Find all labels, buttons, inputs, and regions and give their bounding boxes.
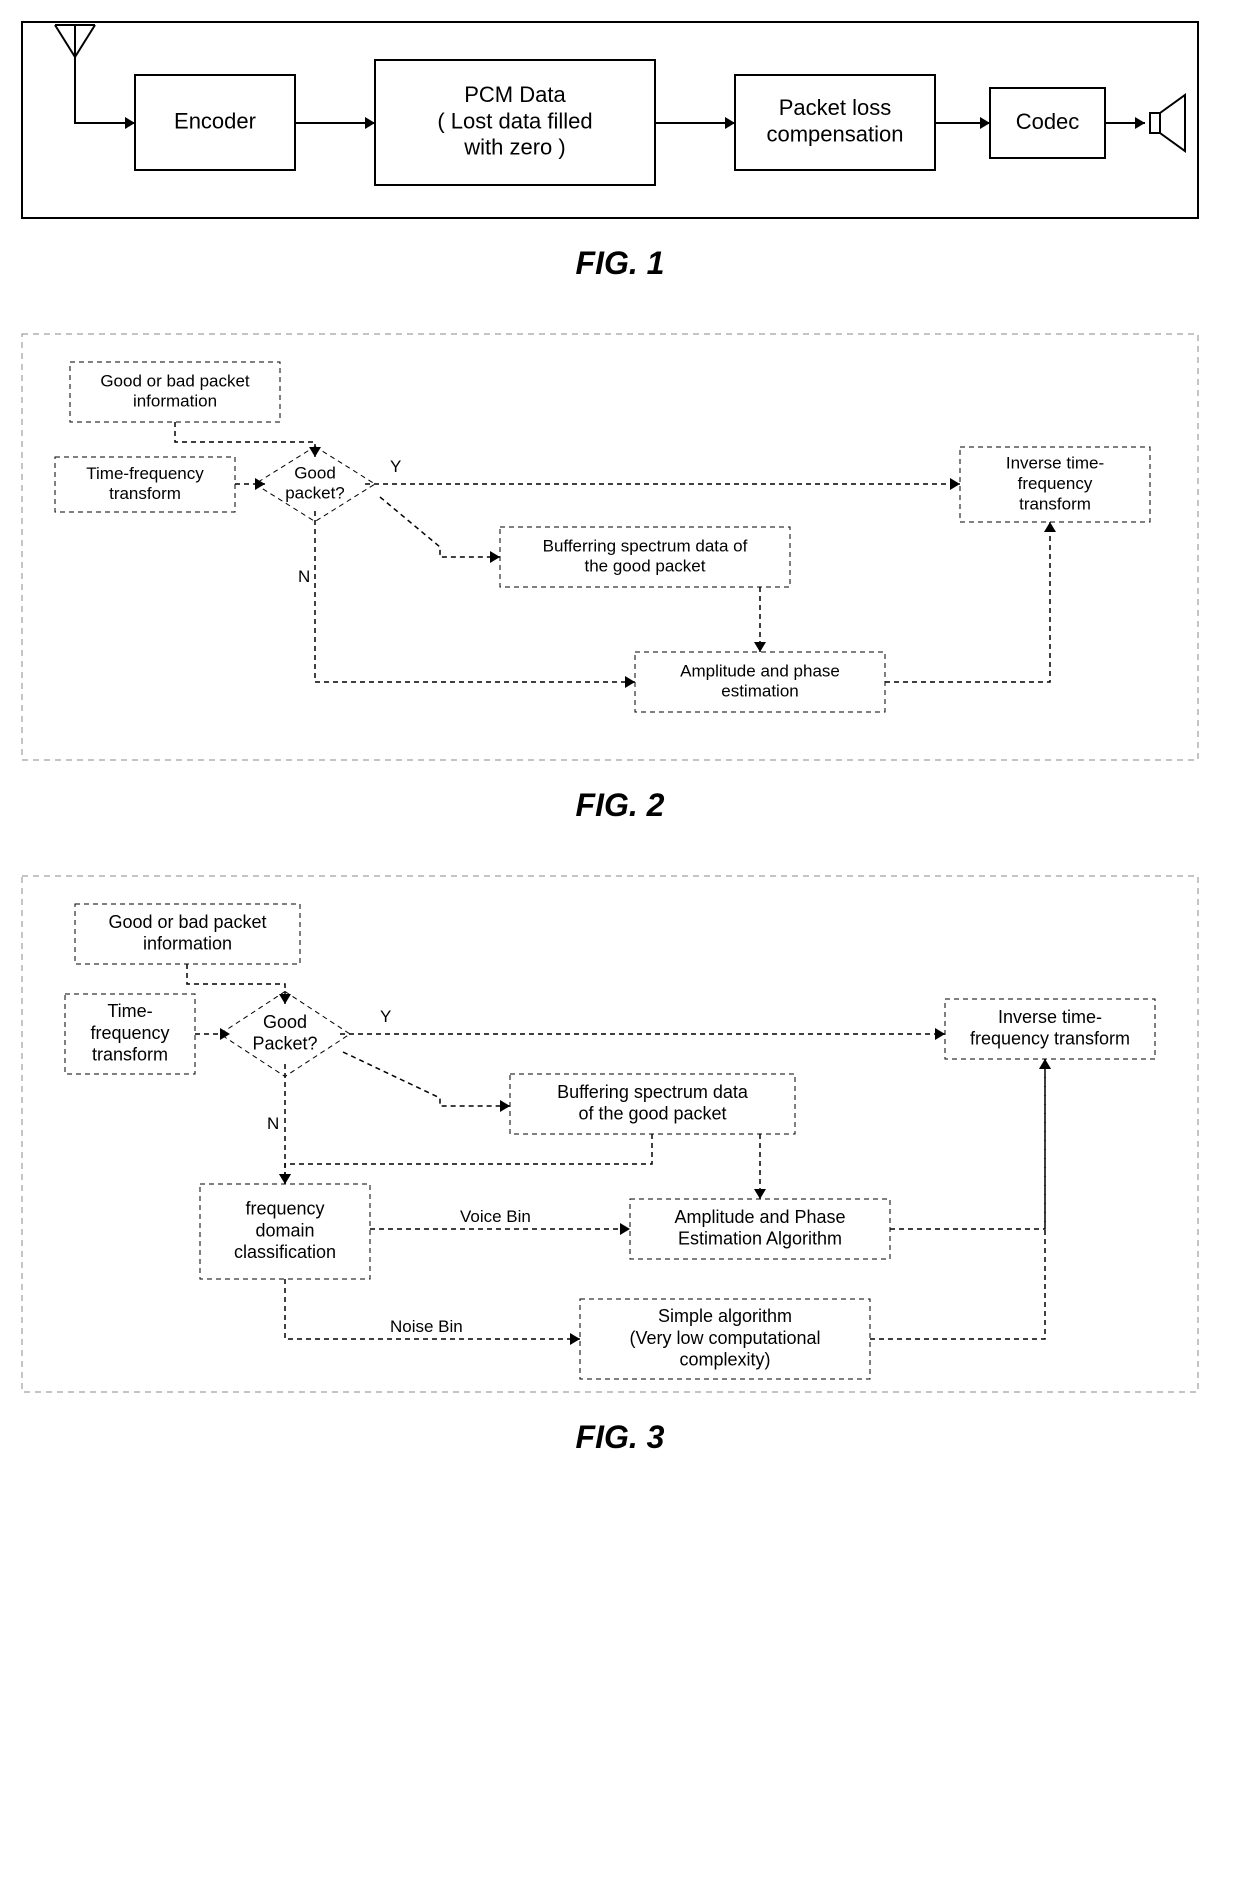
svg-text:frequency transform: frequency transform xyxy=(970,1029,1130,1049)
svg-text:Buffering spectrum data: Buffering spectrum data xyxy=(557,1082,749,1102)
figure-2: Good or bad packet information Time-freque… xyxy=(20,332,1220,824)
svg-text:Good: Good xyxy=(294,463,336,482)
svg-text:compensation: compensation xyxy=(767,122,904,147)
svg-text:of the good packet: of the good packet xyxy=(578,1104,726,1124)
fig2-diagram: Good or bad packet information Time-freque… xyxy=(20,332,1200,762)
svg-text:frequency: frequency xyxy=(90,1023,169,1043)
fig3-caption: FIG. 3 xyxy=(20,1419,1220,1456)
svg-text:( Lost data filled: ( Lost data filled xyxy=(437,108,592,133)
fig3-diagram: Good or bad packetinformation Time-freque… xyxy=(20,874,1200,1394)
svg-text:Amplitude and Phase: Amplitude and Phase xyxy=(674,1207,845,1227)
svg-text:Packet loss: Packet loss xyxy=(779,95,892,120)
svg-text:Amplitude and phase: Amplitude and phase xyxy=(680,661,840,680)
svg-text:N: N xyxy=(267,1114,279,1133)
svg-text:Voice Bin: Voice Bin xyxy=(460,1207,531,1226)
svg-text:Y: Y xyxy=(390,457,401,476)
svg-text:information: information xyxy=(133,392,217,411)
svg-text:PCM Data: PCM Data xyxy=(464,82,566,107)
svg-text:packet?: packet? xyxy=(285,484,345,503)
svg-text:Encoder: Encoder xyxy=(174,108,256,133)
fig2-caption: FIG. 2 xyxy=(20,787,1220,824)
svg-text:Good: Good xyxy=(263,1012,307,1032)
svg-text:transform: transform xyxy=(109,484,181,503)
svg-text:Good or bad packet: Good or bad packet xyxy=(108,912,266,932)
svg-text:complexity): complexity) xyxy=(679,1349,770,1369)
svg-text:Time-: Time- xyxy=(107,1001,152,1021)
svg-text:Packet?: Packet? xyxy=(252,1034,317,1054)
svg-text:Bufferring spectrum data of: Bufferring spectrum data of xyxy=(543,536,748,555)
figure-3: Good or bad packetinformation Time-freque… xyxy=(20,874,1220,1456)
svg-text:classification: classification xyxy=(234,1242,336,1262)
svg-text:the good packet: the good packet xyxy=(585,557,706,576)
svg-text:(Very low computational: (Very low computational xyxy=(629,1328,820,1348)
svg-text:Inverse time-: Inverse time- xyxy=(1006,454,1104,473)
fig1-caption: FIG. 1 xyxy=(20,245,1220,282)
svg-text:frequency: frequency xyxy=(245,1199,324,1219)
fig1-diagram: Encoder PCM Data( Lost data filledwith ze… xyxy=(20,20,1200,220)
svg-text:Codec: Codec xyxy=(1016,109,1080,134)
figure-1: Encoder PCM Data( Lost data filledwith ze… xyxy=(20,20,1220,282)
svg-text:domain: domain xyxy=(255,1220,314,1240)
svg-text:information: information xyxy=(143,934,232,954)
svg-text:Inverse time-: Inverse time- xyxy=(998,1007,1102,1027)
svg-text:Good or bad packet: Good or bad packet xyxy=(100,371,250,390)
svg-text:estimation: estimation xyxy=(721,682,798,701)
svg-text:Y: Y xyxy=(380,1007,391,1026)
svg-text:Estimation Algorithm: Estimation Algorithm xyxy=(678,1229,842,1249)
svg-text:frequency: frequency xyxy=(1018,474,1093,493)
svg-text:Simple algorithm: Simple algorithm xyxy=(658,1306,792,1326)
svg-text:N: N xyxy=(298,567,310,586)
svg-text:transform: transform xyxy=(92,1044,168,1064)
svg-text:Time-frequency: Time-frequency xyxy=(86,464,204,483)
svg-text:Noise Bin: Noise Bin xyxy=(390,1317,463,1336)
svg-text:with zero ): with zero ) xyxy=(463,135,565,160)
svg-text:transform: transform xyxy=(1019,494,1091,513)
